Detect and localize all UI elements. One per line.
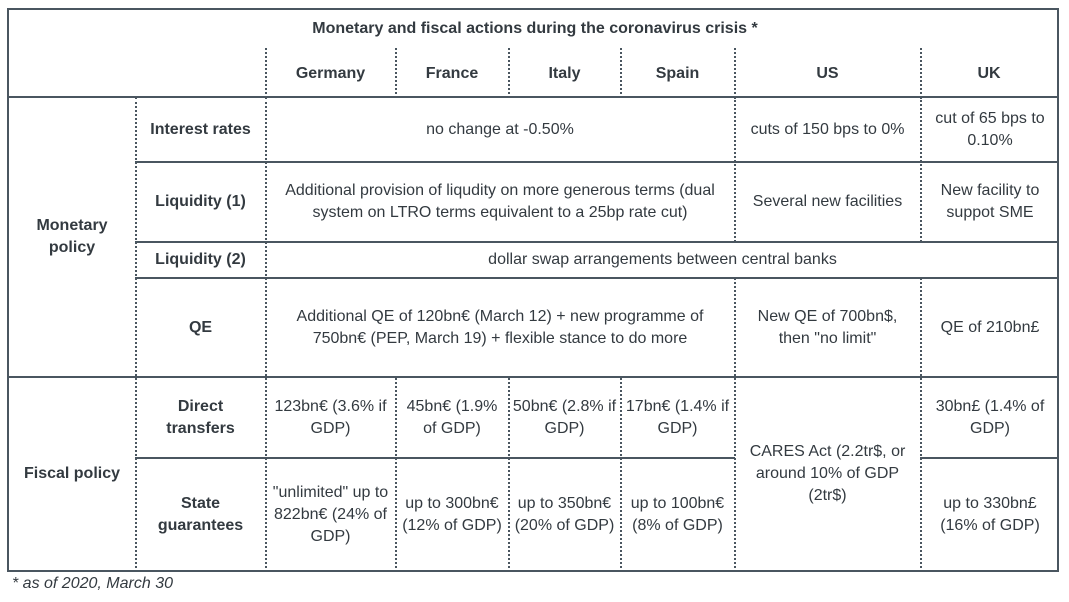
header-italy: Italy [548,65,581,82]
cell-qe-us: New QE of 700bn$, then "no limit" [757,307,898,347]
body-sep-5b [734,278,736,572]
cell-liq1-us: Several new facilities [752,193,903,210]
cell-liq1-euro: Additional provision of liqudity on more… [285,182,715,221]
divider-transfers-right [920,457,1059,459]
group-monetary-policy: Monetary policy [36,217,108,256]
row-label-liquidity-1: Liquidity (1) [155,193,246,210]
header-sep-5 [734,48,736,98]
footnote: * as of 2020, March 30 [12,575,173,592]
body-sep-2 [395,378,397,572]
cell-qe-uk: QE of 210bn£ [940,318,1040,336]
cell-qe-euro: Additional QE of 120bn€ (March 12) + new… [296,307,704,347]
row-label-direct-transfers: Direct transfers [166,397,235,437]
header-uk: UK [977,65,1001,82]
body-sep-3 [508,378,510,572]
cell-transfers-uk: 30bn£ (1.4% of GDP) [935,397,1045,437]
cell-liq1-uk: New facility to suppot SME [940,182,1040,221]
cell-guarantees-spain: up to 100bn€ (8% of GDP) [630,494,725,534]
cell-transfers-france: 45bn€ (1.9% of GDP) [406,397,498,437]
header-germany: Germany [295,65,366,82]
cell-transfers-spain: 17bn€ (1.4% if GDP) [625,397,730,437]
row-label-liquidity-2: Liquidity (2) [155,251,246,268]
row-label-sep [135,97,137,572]
row-label-state-guarantees: State guarantees [157,494,244,534]
table-title: Monetary and fiscal actions during the c… [312,20,758,37]
divider-header [7,96,1059,98]
body-sep-6a [920,97,922,242]
cell-guarantees-uk: up to 330bn£ (16% of GDP) [940,494,1040,534]
body-sep-5a [734,97,736,242]
header-sep-1 [265,48,267,98]
header-sep-6 [920,48,922,98]
header-sep-3 [508,48,510,98]
body-sep-6b [920,278,922,572]
header-france: France [425,65,479,82]
cell-interest-euro: no change at -0.50% [426,120,574,138]
header-sep-2 [395,48,397,98]
header-sep-4 [620,48,622,98]
row-label-interest-rates: Interest rates [150,120,251,138]
cell-transfers-germany: 123bn€ (3.6% if GDP) [274,397,387,437]
policy-table [7,8,1059,572]
body-sep-1 [265,97,267,572]
cell-guarantees-germany: "unlimited" up to 822bn€ (24% of GDP) [272,483,389,545]
group-fiscal-policy: Fiscal policy [23,465,121,482]
cell-liq2-all: dollar swap arrangements between central… [488,251,837,268]
cell-guarantees-italy: up to 350bn€ (20% of GDP) [514,494,615,534]
cell-fiscal-us: CARES Act (2.2tr$, or around 10% of GDP … [749,443,906,504]
header-us: US [816,65,839,82]
cell-transfers-italy: 50bn€ (2.8% if GDP) [512,397,617,437]
header-spain: Spain [655,65,700,82]
divider-interest [135,161,1059,163]
divider-transfers-left [135,457,735,459]
body-sep-4 [620,378,622,572]
divider-liq1 [135,241,1059,243]
cell-interest-us: cuts of 150 bps to 0% [750,120,905,138]
divider-liq2 [135,277,1059,279]
cell-guarantees-france: up to 300bn€ (12% of GDP) [402,494,502,534]
cell-interest-uk: cut of 65 bps to 0.10% [935,109,1045,149]
divider-monetary-fiscal [7,376,1059,378]
row-label-qe: QE [188,318,213,336]
